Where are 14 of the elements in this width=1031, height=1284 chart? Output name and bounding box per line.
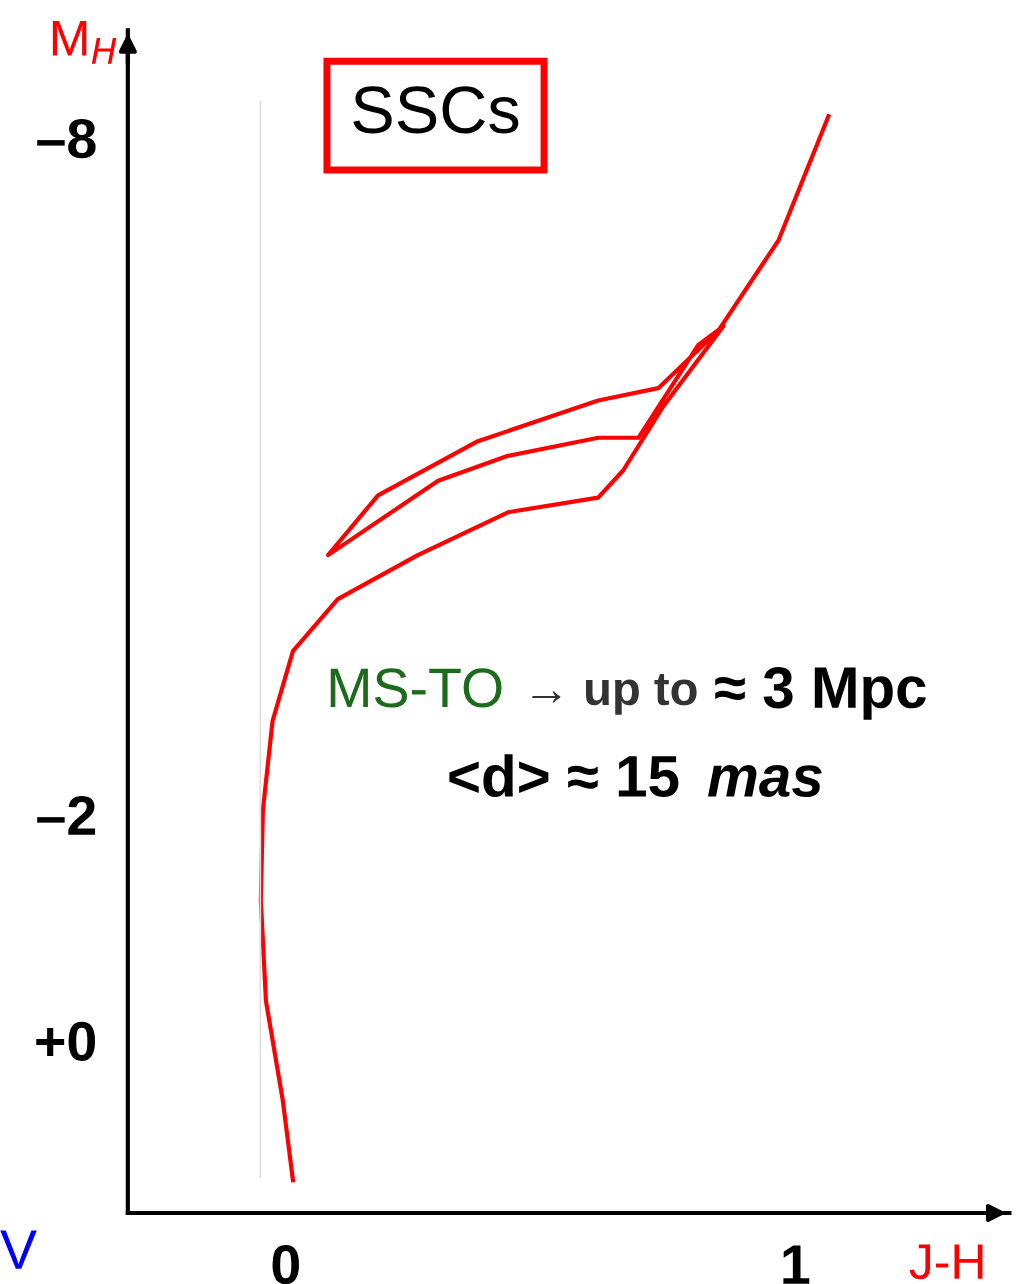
x-tick-label: 1 xyxy=(783,1245,810,1284)
y-axis-title: M$_{H}$ xyxy=(52,21,117,64)
annotation: MS-TO xyxy=(330,668,502,708)
y-tick-label: –2 xyxy=(37,796,96,835)
annotation: SSCs xyxy=(353,86,519,134)
annotation: mas xyxy=(707,765,822,798)
annotation: ≈ 3 Mpc xyxy=(715,667,926,720)
annotation: <d> ≈ 15 xyxy=(449,754,679,798)
y-tick-label: –8 xyxy=(37,118,96,159)
text: V xyxy=(0,1230,37,1269)
annotation: → up to xyxy=(532,674,697,715)
x-tick-label: 0 xyxy=(272,1245,299,1284)
y-tick-label: +0 xyxy=(36,1021,96,1062)
x-axis-title: J-H xyxy=(909,1244,983,1280)
